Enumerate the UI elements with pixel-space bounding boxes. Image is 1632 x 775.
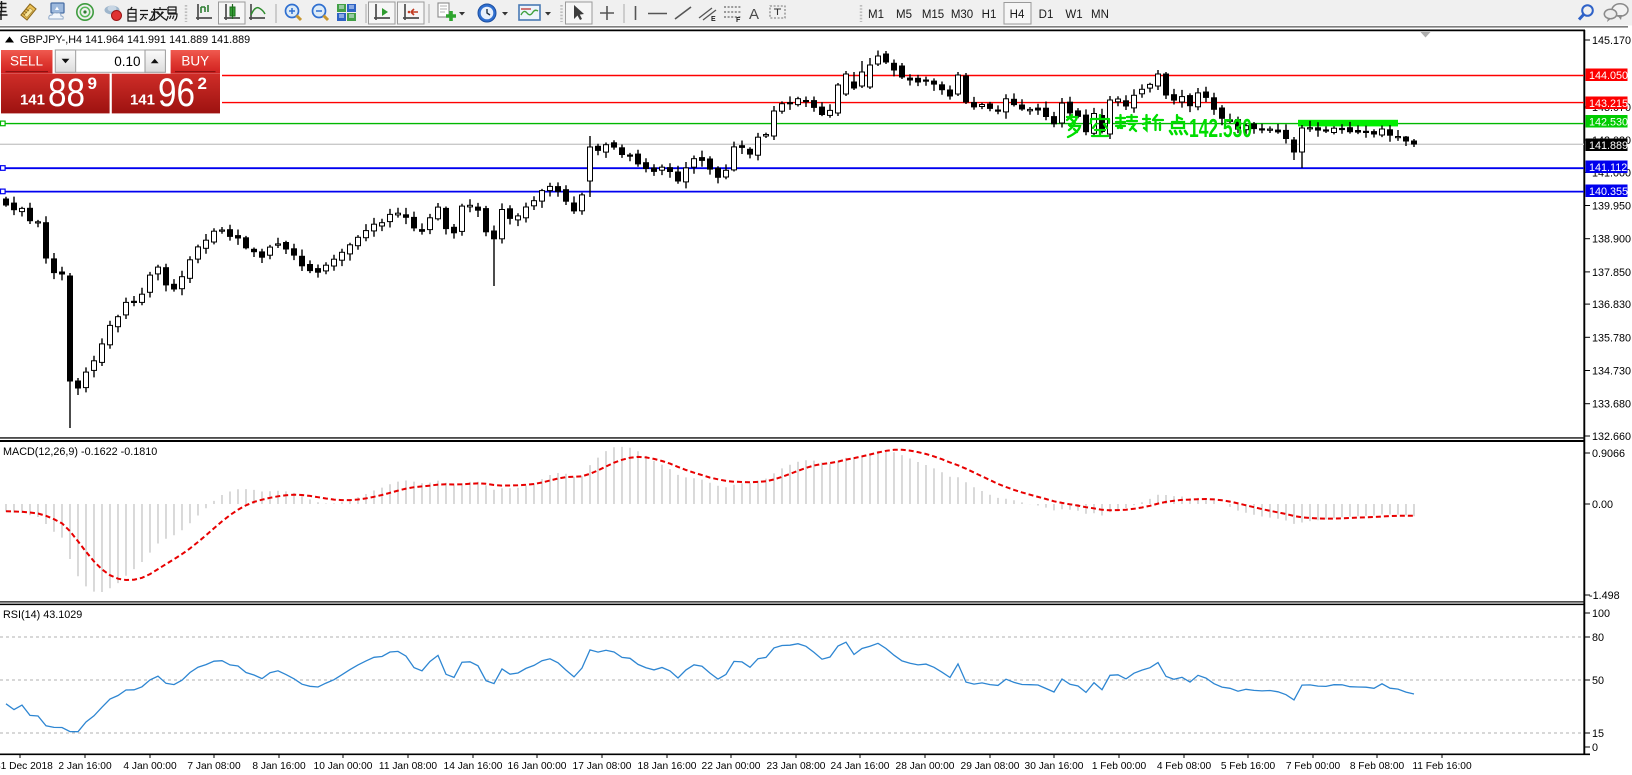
svg-text:15: 15 [1592, 728, 1604, 740]
svg-text:11 Feb 16:00: 11 Feb 16:00 [1412, 761, 1472, 772]
svg-text:139.950: 139.950 [1592, 201, 1631, 213]
svg-text:134.730: 134.730 [1592, 366, 1631, 378]
svg-text:144.050: 144.050 [1589, 70, 1628, 82]
svg-text:29 Jan 08:00: 29 Jan 08:00 [961, 761, 1020, 772]
svg-text:0.10: 0.10 [114, 54, 140, 69]
svg-text:132.660: 132.660 [1592, 431, 1631, 443]
svg-text:11 Jan 08:00: 11 Jan 08:00 [379, 761, 437, 772]
svg-text:GBPJPY-,H4 141.964 141.991 14: GBPJPY-,H4 141.964 141.991 141.889 141.8… [20, 34, 250, 46]
svg-text:138.900: 138.900 [1592, 234, 1631, 246]
svg-text:80: 80 [1592, 632, 1604, 644]
svg-text:H4: H4 [1010, 9, 1025, 21]
svg-text:4 Feb 08:00: 4 Feb 08:00 [1157, 761, 1212, 772]
svg-text:1 Feb 00:00: 1 Feb 00:00 [1092, 761, 1147, 772]
svg-text:140.355: 140.355 [1589, 186, 1628, 198]
svg-text:4 Jan 00:00: 4 Jan 00:00 [123, 761, 177, 772]
svg-text:14 Jan 16:00: 14 Jan 16:00 [444, 761, 503, 772]
svg-text:88: 88 [48, 71, 85, 115]
svg-text:F: F [736, 17, 741, 24]
svg-text:A: A [749, 6, 759, 23]
svg-text:31 Dec 2018: 31 Dec 2018 [0, 761, 53, 772]
svg-text:141.889: 141.889 [1589, 140, 1628, 152]
svg-text:28 Jan 00:00: 28 Jan 00:00 [896, 761, 955, 772]
svg-text:MACD(12,26,9) -0.1622 -0.1810: MACD(12,26,9) -0.1622 -0.1810 [3, 446, 157, 458]
svg-text:RSI(14) 43.1029: RSI(14) 43.1029 [3, 609, 82, 621]
svg-text:141: 141 [130, 92, 155, 109]
svg-text:2: 2 [198, 74, 207, 93]
svg-text:D1: D1 [1039, 9, 1054, 21]
svg-text:141.112: 141.112 [1589, 162, 1627, 174]
svg-text:M1: M1 [868, 9, 884, 21]
svg-text:135.780: 135.780 [1592, 332, 1631, 344]
svg-text:24 Jan 16:00: 24 Jan 16:00 [831, 761, 890, 772]
svg-text:0: 0 [1592, 742, 1598, 754]
svg-text:145.170: 145.170 [1592, 35, 1631, 47]
svg-text:MN: MN [1091, 9, 1109, 21]
svg-text:8 Feb 08:00: 8 Feb 08:00 [1350, 761, 1405, 772]
svg-text:W1: W1 [1065, 9, 1082, 21]
svg-text:7 Jan 08:00: 7 Jan 08:00 [187, 761, 241, 772]
svg-text:BUY: BUY [181, 54, 209, 69]
svg-text:50: 50 [1592, 675, 1604, 687]
svg-text:SELL: SELL [10, 54, 44, 69]
svg-text:96: 96 [158, 71, 195, 115]
svg-text:141: 141 [20, 92, 45, 109]
svg-text:0.00: 0.00 [1592, 499, 1613, 511]
svg-text:30 Jan 16:00: 30 Jan 16:00 [1025, 761, 1084, 772]
svg-text:23 Jan 08:00: 23 Jan 08:00 [767, 761, 826, 772]
svg-text:100: 100 [1592, 608, 1610, 620]
svg-text:-1.498: -1.498 [1589, 590, 1620, 602]
svg-text:18 Jan 16:00: 18 Jan 16:00 [638, 761, 697, 772]
svg-text:2 Jan 16:00: 2 Jan 16:00 [58, 761, 112, 772]
svg-text:17 Jan 08:00: 17 Jan 08:00 [573, 761, 632, 772]
svg-text:8 Jan 16:00: 8 Jan 16:00 [252, 761, 306, 772]
svg-text:142.530: 142.530 [1189, 113, 1252, 143]
svg-text:142.530: 142.530 [1589, 116, 1628, 128]
svg-text:M30: M30 [951, 9, 973, 21]
svg-text:10 Jan 00:00: 10 Jan 00:00 [314, 761, 373, 772]
svg-text:137.850: 137.850 [1592, 267, 1631, 279]
svg-text:H1: H1 [982, 9, 997, 21]
svg-text:E: E [711, 16, 716, 23]
svg-text:22 Jan 00:00: 22 Jan 00:00 [702, 761, 761, 772]
svg-text:16 Jan 00:00: 16 Jan 00:00 [508, 761, 567, 772]
svg-text:136.830: 136.830 [1592, 299, 1631, 311]
svg-text:5 Feb 16:00: 5 Feb 16:00 [1221, 761, 1276, 772]
svg-text:M15: M15 [922, 9, 944, 21]
svg-text:0.9066: 0.9066 [1592, 448, 1625, 460]
svg-text:143.215: 143.215 [1589, 98, 1628, 110]
svg-text:7 Feb 00:00: 7 Feb 00:00 [1286, 761, 1341, 772]
svg-text:9: 9 [88, 74, 97, 93]
svg-text:M5: M5 [896, 9, 912, 21]
svg-text:133.680: 133.680 [1592, 399, 1631, 411]
